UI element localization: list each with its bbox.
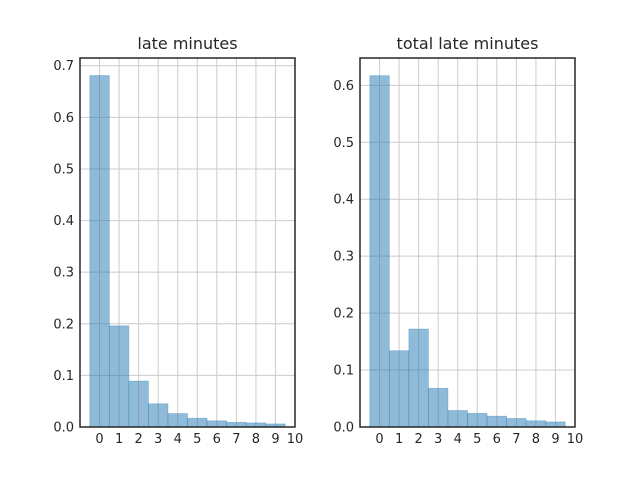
histogram-bar: [187, 417, 208, 428]
x-tick-label: 9: [271, 432, 279, 447]
histogram-bar: [108, 325, 130, 428]
histogram-bar: [89, 75, 110, 428]
x-tick-label: 6: [213, 432, 221, 447]
histogram-bar: [167, 413, 188, 428]
histogram-bar: [486, 415, 507, 428]
histogram-bar: [206, 420, 227, 428]
histogram-bar: [525, 420, 547, 428]
histogram-total-late-minutes: 0 1 2 3 4 5 6 7 8 9 10 0.0 0.1 0.2 0.3 0.4 0.5 0.6 total l…: [333, 34, 583, 447]
y-tick-label: 0.5: [53, 162, 74, 177]
x-tick-label: 5: [193, 432, 201, 447]
histogram-bar: [408, 328, 429, 428]
y-tick-label: 0.3: [53, 266, 74, 281]
histogram-bar: [388, 350, 410, 428]
histogram-bar: [128, 380, 149, 428]
y-tick-label: 0.1: [53, 369, 74, 384]
y-tick-label: 0.4: [53, 214, 74, 229]
x-tick-label: 1: [395, 432, 403, 447]
x-tick-label: 8: [532, 432, 540, 447]
y-tick-label: 0.6: [53, 111, 74, 126]
x-tick-label: 6: [493, 432, 501, 447]
x-tick-label: 8: [252, 432, 260, 447]
x-tick-label: 2: [134, 432, 142, 447]
x-tick-label: 10: [287, 432, 304, 447]
histogram-bar: [369, 75, 390, 428]
x-tick-label: 3: [434, 432, 442, 447]
histogram-bar: [447, 410, 468, 428]
histogram-bar: [506, 418, 527, 428]
y-tick-label: 0.2: [333, 307, 354, 322]
x-tick-label: 0: [95, 432, 103, 447]
histogram-bar: [148, 403, 169, 428]
y-tick-label: 0.0: [333, 421, 354, 436]
y-tick-label: 0.6: [333, 79, 354, 94]
chart-title: total late minutes: [397, 34, 539, 53]
x-tick-label: 7: [232, 432, 240, 447]
x-tick-label: 2: [414, 432, 422, 447]
x-tick-label: 5: [473, 432, 481, 447]
histogram-bar: [428, 387, 449, 428]
x-tick-label: 10: [567, 432, 584, 447]
x-tick-label: 4: [174, 432, 182, 447]
chart-title: late minutes: [137, 34, 237, 53]
x-tick-label: 0: [375, 432, 383, 447]
x-tick-label: 3: [154, 432, 162, 447]
x-tick-label: 1: [115, 432, 123, 447]
x-tick-label: 9: [551, 432, 559, 447]
histogram-bar: [467, 412, 488, 428]
histogram-late-minutes: 0 1 2 3 4 5 6 7 8 9 10 0.0 0.1 0.2 0.3 0.4 0.5 0.6 0.7 late…: [53, 34, 303, 447]
y-tick-label: 0.4: [333, 193, 354, 208]
y-tick-label: 0.0: [53, 421, 74, 436]
y-tick-label: 0.7: [53, 59, 74, 74]
axes-frame: [359, 57, 576, 428]
y-tick-label: 0.1: [333, 364, 354, 379]
y-tick-label: 0.3: [333, 250, 354, 265]
y-tick-label: 0.5: [333, 136, 354, 151]
y-tick-label: 0.2: [53, 317, 74, 332]
x-tick-label: 7: [512, 432, 520, 447]
histogram-bar: [545, 421, 566, 428]
x-tick-label: 4: [454, 432, 462, 447]
axes-frame: [79, 57, 296, 428]
